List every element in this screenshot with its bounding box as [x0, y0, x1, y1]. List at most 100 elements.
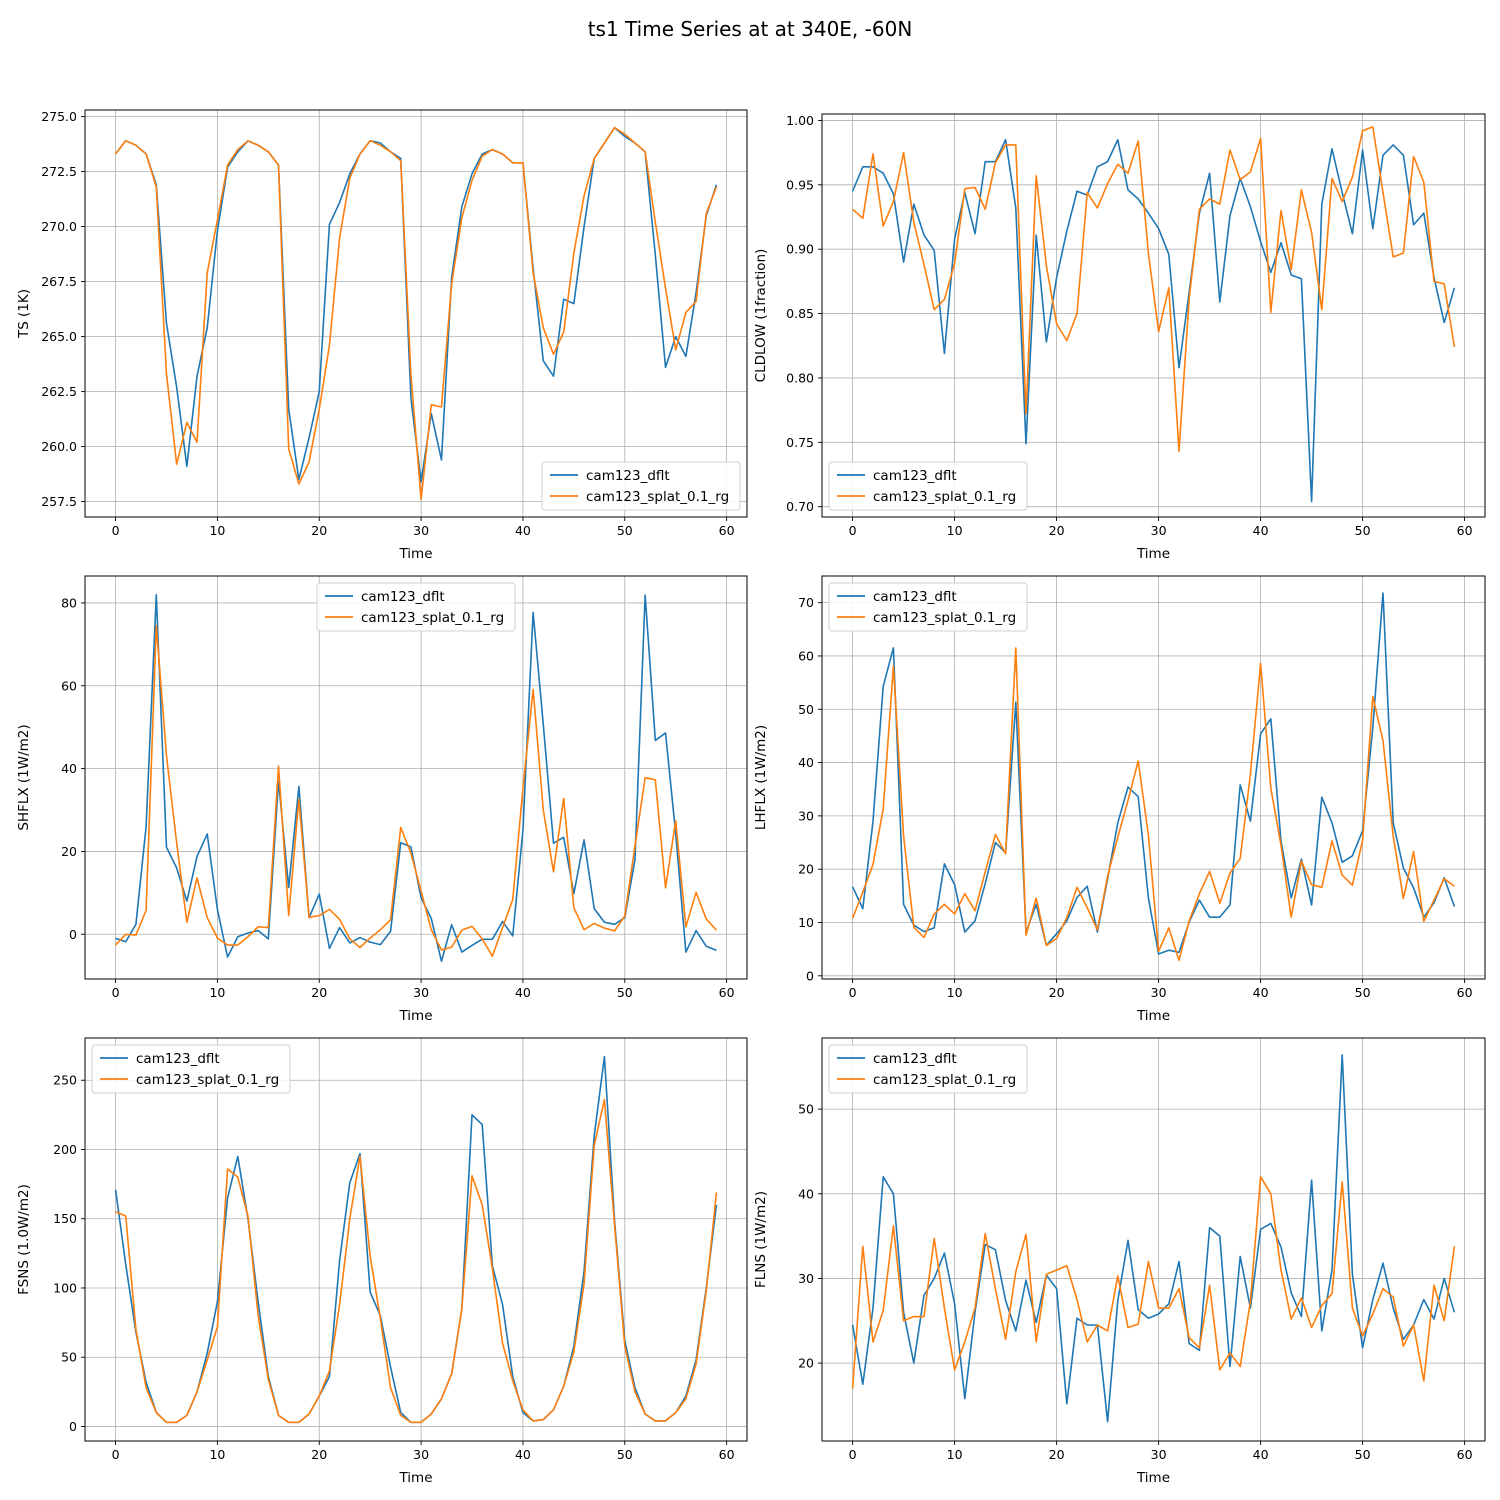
x-tick-label: 20 [1049, 1447, 1065, 1462]
axes-frame [84, 109, 748, 518]
x-tick-label: 60 [719, 523, 735, 538]
x-tick-label: 60 [1457, 523, 1473, 538]
legend-label-1: cam123_dflt [136, 1051, 220, 1067]
y-tick-label: 0.75 [786, 435, 814, 450]
y-tick-label: 272.5 [41, 164, 77, 179]
legend-label-2: cam123_splat_0.1_rg [873, 489, 1016, 505]
y-tick-label: 1.00 [786, 113, 814, 128]
x-tick-label: 0 [849, 1447, 857, 1462]
y-tick-label: 150 [53, 1211, 77, 1226]
x-axis-label: Time [1136, 1470, 1170, 1486]
x-tick-label: 20 [1049, 523, 1065, 538]
legend-label-1: cam123_dflt [361, 589, 445, 605]
x-tick-label: 20 [311, 1447, 327, 1462]
legend-box [828, 461, 1028, 511]
legend: cam123_dflt cam123_splat_0.1_rg [828, 461, 1028, 511]
legend: cam123_dflt cam123_splat_0.1_rg [828, 582, 1028, 632]
y-axis-label: TS (1K) [16, 289, 32, 339]
x-axis-label: Time [398, 1008, 432, 1024]
x-tick-label: 20 [311, 985, 327, 1000]
legend-label-2: cam123_splat_0.1_rg [136, 1072, 279, 1088]
y-tick-label: 0 [69, 927, 77, 942]
x-tick-label: 30 [413, 1447, 429, 1462]
x-tick-label: 0 [849, 523, 857, 538]
legend-label-2: cam123_splat_0.1_rg [873, 610, 1016, 626]
y-tick-label: 30 [798, 808, 814, 823]
y-tick-label: 0.70 [786, 499, 814, 514]
legend-box [91, 1044, 291, 1094]
legend-box [828, 1044, 1028, 1094]
series-line-1 [114, 1055, 718, 1424]
y-tick-label: 200 [53, 1142, 77, 1157]
y-tick-label: 0.90 [786, 242, 814, 257]
legend-label-2: cam123_splat_0.1_rg [873, 1072, 1016, 1088]
series-line-2 [851, 647, 1455, 962]
x-tick-label: 50 [617, 523, 633, 538]
x-tick-label: 40 [1253, 985, 1269, 1000]
legend: cam123_dflt cam123_splat_0.1_rg [828, 1044, 1028, 1094]
legend-label-1: cam123_dflt [873, 468, 957, 484]
x-tick-label: 0 [112, 985, 120, 1000]
series-line-1 [851, 592, 1456, 955]
y-tick-label: 0.80 [786, 370, 814, 385]
y-tick-label: 20 [798, 862, 814, 877]
axes-frame [821, 575, 1486, 980]
y-tick-label: 30 [798, 1271, 814, 1286]
x-tick-label: 40 [515, 985, 531, 1000]
x-tick-label: 10 [947, 985, 963, 1000]
x-axis-label: Time [398, 1470, 432, 1486]
y-tick-label: 70 [798, 595, 814, 610]
x-tick-label: 60 [719, 985, 735, 1000]
series-line-2 [114, 624, 718, 958]
y-axis-label: FSNS (1.0W/m2) [16, 1184, 32, 1295]
subplot-2: 0 10 20 30 40 50 60 0.70 0.75 0.80 0.85 0.90 0.95 1.0… [753, 113, 1486, 562]
x-tick-label: 10 [209, 1447, 225, 1462]
y-axis-label: CLDLOW (1fraction) [753, 249, 769, 383]
y-tick-label: 0 [69, 1419, 77, 1434]
axes-frame [821, 113, 1486, 518]
y-tick-label: 50 [798, 702, 814, 717]
x-tick-label: 40 [1253, 523, 1269, 538]
y-axis-label: LHFLX (1W/m2) [753, 725, 769, 830]
x-tick-label: 60 [1457, 985, 1473, 1000]
y-tick-label: 0.95 [786, 177, 814, 192]
x-tick-label: 10 [209, 985, 225, 1000]
x-tick-label: 40 [515, 523, 531, 538]
subplot-3: 0 10 20 30 40 50 60 0 20 40 60 80 Time SHFLX (1W/m2) c… [16, 575, 748, 1024]
series-line-2 [115, 1098, 718, 1424]
axes-frame [84, 575, 748, 980]
y-tick-label: 50 [61, 1350, 77, 1365]
x-tick-label: 50 [1355, 1447, 1371, 1462]
y-tick-label: 40 [798, 1186, 814, 1201]
series-line-2 [114, 126, 718, 501]
legend-box [541, 461, 741, 511]
y-tick-label: 262.5 [41, 384, 77, 399]
x-tick-label: 50 [617, 985, 633, 1000]
axes-frame [821, 1037, 1486, 1442]
legend-label-2: cam123_splat_0.1_rg [361, 610, 504, 626]
legend-label-2: cam123_splat_0.1_rg [586, 489, 729, 505]
x-tick-label: 20 [1049, 985, 1065, 1000]
x-tick-label: 0 [849, 985, 857, 1000]
y-axis-label: SHFLX (1W/m2) [16, 724, 32, 830]
legend-label-1: cam123_dflt [586, 468, 670, 484]
figure-title: ts1 Time Series at at 340E, -60N [588, 17, 913, 41]
x-tick-label: 60 [719, 1447, 735, 1462]
y-tick-label: 50 [798, 1102, 814, 1117]
y-tick-label: 60 [61, 678, 77, 693]
y-tick-label: 100 [53, 1280, 77, 1295]
x-tick-label: 60 [1457, 1447, 1473, 1462]
x-tick-label: 30 [1151, 523, 1167, 538]
x-tick-label: 10 [947, 1447, 963, 1462]
x-tick-label: 50 [1355, 985, 1371, 1000]
y-tick-label: 80 [61, 595, 77, 610]
x-tick-label: 20 [311, 523, 327, 538]
x-tick-label: 0 [112, 523, 120, 538]
legend-label-1: cam123_dflt [873, 589, 957, 605]
x-tick-label: 50 [1355, 523, 1371, 538]
axes-frame [84, 1037, 748, 1442]
series-line-1 [851, 138, 1456, 503]
x-tick-label: 50 [617, 1447, 633, 1462]
y-tick-label: 250 [53, 1073, 77, 1088]
